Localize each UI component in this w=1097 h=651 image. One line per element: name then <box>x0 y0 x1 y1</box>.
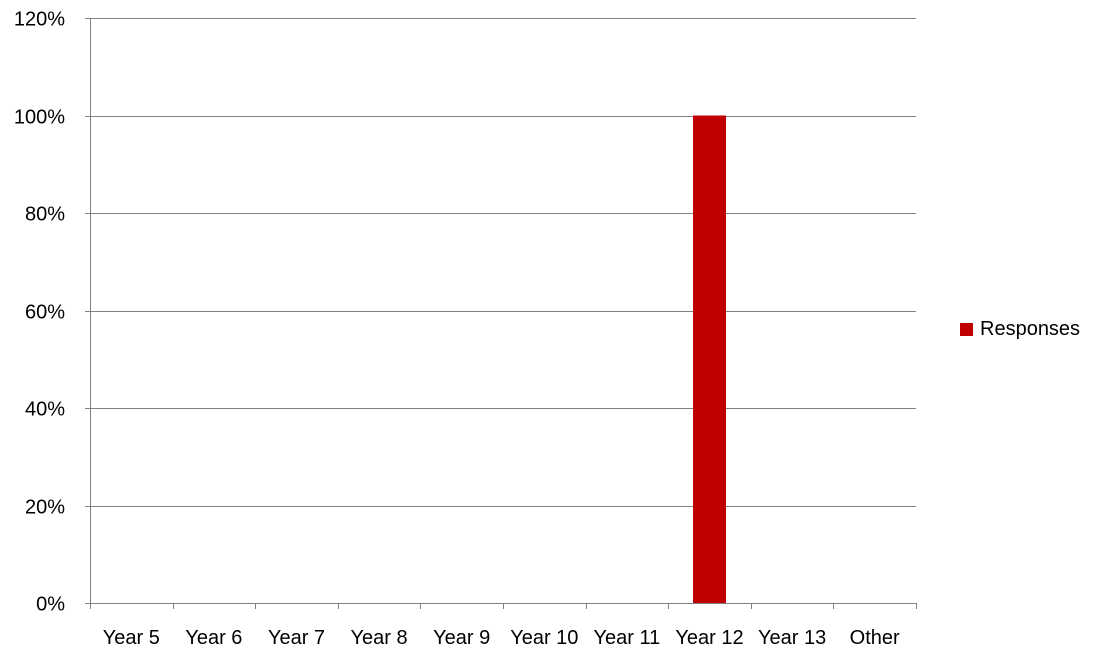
x-tick-labels: Year 5 Year 6 Year 7 Year 8 Year 9 Year 10 Yea… <box>103 627 900 649</box>
x-tick-label-year-12: Year 12 <box>675 627 743 649</box>
y-tick-label-20: 20% <box>25 497 65 519</box>
legend-label-responses: Responses <box>980 317 1081 340</box>
y-tick-label-80: 80% <box>25 204 65 226</box>
grid-lines <box>90 18 916 507</box>
x-tick-label-year-5: Year 5 <box>103 627 160 649</box>
x-tick-label-year-9: Year 9 <box>433 627 490 649</box>
x-tick-label-other: Other <box>850 627 900 649</box>
legend: Responses <box>960 316 1080 342</box>
x-tick-label-year-7: Year 7 <box>268 627 325 649</box>
x-tick-label-year-11: Year 11 <box>594 627 661 649</box>
bars <box>693 115 726 603</box>
y-tick-label-60: 60% <box>25 302 65 324</box>
x-tick-label-year-6: Year 6 <box>185 627 242 649</box>
x-tick-label-year-8: Year 8 <box>351 627 408 649</box>
y-tick-label-100: 100% <box>14 107 65 129</box>
y-tick-label-0: 0% <box>36 594 65 616</box>
y-tick-label-120: 120% <box>14 9 65 31</box>
legend-swatch-responses <box>960 322 973 336</box>
axes <box>85 18 917 609</box>
y-tick-label-40: 40% <box>25 399 65 421</box>
bar-year-12 <box>693 115 726 603</box>
y-tick-labels: 0% 20% 40% 60% 80% 100% 120% <box>14 9 65 616</box>
x-tick-label-year-13: Year 13 <box>758 627 826 649</box>
x-tick-label-year-10: Year 10 <box>510 627 578 649</box>
